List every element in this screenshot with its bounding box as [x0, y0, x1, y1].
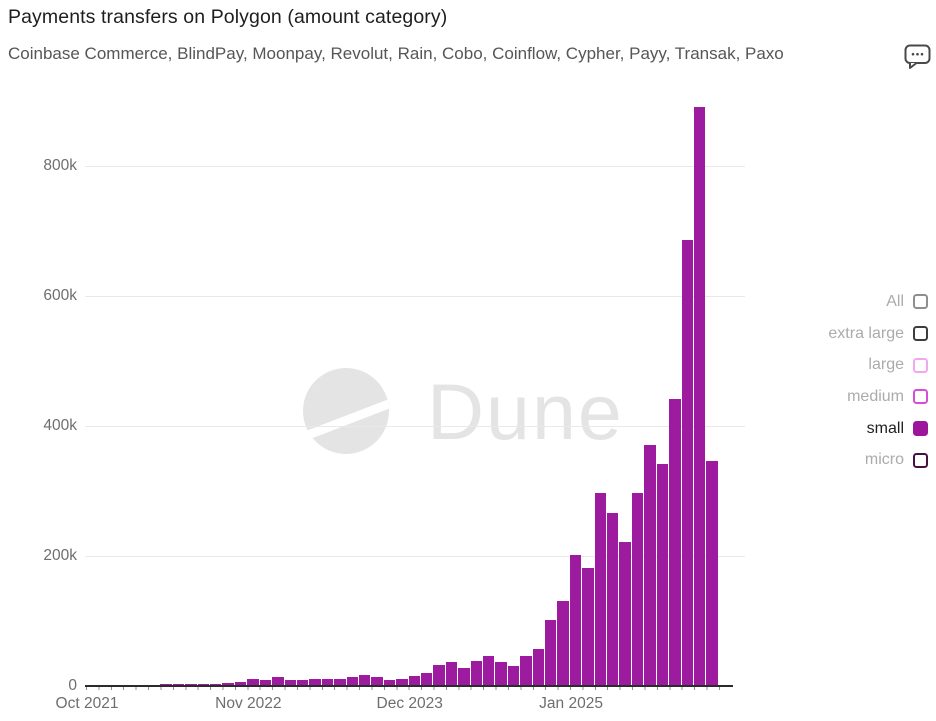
bar[interactable] [569, 555, 582, 685]
bar[interactable] [631, 493, 644, 685]
y-tick-label: 400k [43, 417, 77, 434]
legend-item-small[interactable]: small [828, 413, 928, 445]
legend-swatch [913, 357, 928, 373]
subtitle-row: Coinbase Commerce, BlindPay, Moonpay, Re… [8, 44, 898, 64]
bar[interactable] [495, 662, 507, 685]
x-axis-ticks [86, 687, 720, 690]
bar[interactable] [644, 444, 656, 685]
plot-area: 0 200k 400k 600k 800k Oct 2021 Nov 2022 Dec 20… [43, 90, 745, 712]
bar[interactable] [420, 672, 433, 685]
bar[interactable] [470, 660, 482, 685]
comment-button[interactable] [904, 44, 931, 69]
legend-item-micro[interactable]: micro [828, 444, 928, 476]
x-tick-label: Nov 2022 [215, 695, 282, 712]
legend-item-extra-large[interactable]: extra large [828, 318, 928, 350]
bar[interactable] [160, 684, 172, 685]
bar[interactable] [507, 665, 520, 685]
bar[interactable] [222, 683, 234, 685]
x-tick-label: Jan 2025 [539, 695, 603, 712]
bar[interactable] [706, 460, 718, 685]
y-tick-label: 200k [43, 547, 77, 564]
bar[interactable] [408, 675, 420, 685]
bar[interactable] [321, 678, 334, 685]
bar[interactable] [383, 679, 396, 685]
legend-item-medium[interactable]: medium [828, 381, 928, 413]
dune-logo-icon [303, 368, 389, 454]
y-tick-label: 600k [43, 287, 77, 304]
legend-label: micro [864, 451, 904, 469]
bar[interactable] [371, 676, 383, 685]
legend-label: small [866, 419, 904, 437]
bar[interactable] [172, 684, 185, 685]
gridline [85, 296, 745, 297]
x-tick-label: Dec 2023 [376, 695, 443, 712]
x-axis-line [85, 685, 733, 687]
bar[interactable] [594, 493, 607, 685]
dune-watermark-text: Dune [427, 367, 624, 456]
legend-swatch [913, 389, 928, 405]
bar[interactable] [545, 620, 557, 685]
bar[interactable] [284, 680, 296, 685]
bar[interactable] [247, 679, 259, 685]
bar[interactable] [272, 676, 284, 685]
legend-item-large[interactable]: large [828, 349, 928, 381]
y-tick-label: 800k [43, 157, 77, 174]
gridline [85, 556, 745, 557]
bar[interactable] [681, 239, 693, 685]
bar[interactable] [693, 106, 706, 685]
bar[interactable] [210, 683, 222, 685]
bar[interactable] [520, 656, 532, 685]
legend-label: medium [847, 387, 904, 405]
bar[interactable] [669, 399, 681, 685]
bar[interactable] [197, 683, 210, 685]
legend-label: All [886, 292, 904, 310]
bar[interactable] [396, 678, 408, 685]
bar[interactable] [334, 678, 346, 685]
gridline [85, 166, 745, 167]
bar[interactable] [296, 679, 309, 685]
legend: All extra large large medium small micro [828, 286, 928, 476]
bar[interactable] [619, 542, 631, 685]
legend-label: extra large [828, 324, 904, 342]
bar[interactable] [656, 464, 669, 685]
bar-series-small [86, 90, 718, 685]
speech-bubble-icon [904, 44, 931, 72]
page-title: Payments transfers on Polygon (amount ca… [8, 6, 448, 28]
legend-item-All[interactable]: All [828, 286, 928, 318]
bar[interactable] [607, 512, 619, 685]
legend-swatch [913, 452, 928, 468]
bar[interactable] [557, 600, 569, 685]
bar[interactable] [483, 655, 495, 685]
bar[interactable] [185, 683, 197, 685]
legend-swatch [913, 326, 928, 342]
bar[interactable] [458, 668, 470, 685]
x-tick-label: Oct 2021 [55, 695, 119, 712]
bar[interactable] [532, 649, 545, 685]
legend-swatch [913, 294, 928, 310]
bar[interactable] [234, 682, 247, 685]
bar[interactable] [445, 661, 458, 685]
query-projects-subtitle: Coinbase Commerce, BlindPay, Moonpay, Re… [8, 44, 784, 63]
y-tick-label: 0 [68, 677, 77, 694]
bar[interactable] [358, 675, 371, 685]
bar[interactable] [582, 568, 594, 685]
bar[interactable] [309, 679, 321, 685]
legend-label: large [868, 356, 904, 374]
legend-swatch [913, 421, 928, 437]
bar[interactable] [346, 676, 358, 685]
bar[interactable] [433, 664, 445, 685]
gridline [85, 426, 745, 427]
bar[interactable] [259, 679, 272, 685]
